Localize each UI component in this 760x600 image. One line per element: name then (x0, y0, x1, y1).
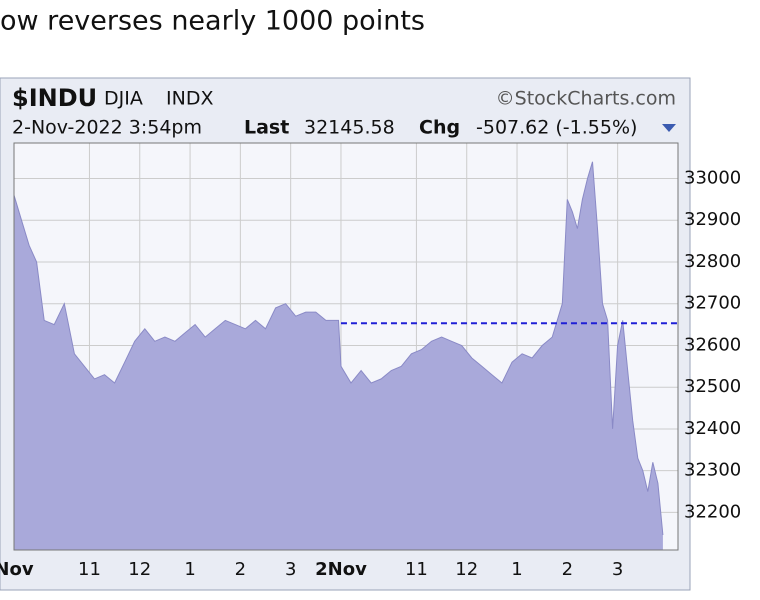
y-tick-label: 32900 (684, 209, 741, 230)
x-tick-label: 2 (235, 559, 246, 580)
x-tick-label: 3 (285, 559, 296, 580)
x-tick-label: 3 (612, 559, 623, 580)
heading: ow reverses nearly 1000 points (0, 6, 425, 37)
y-tick-label: 32800 (684, 251, 741, 272)
source: ©StockCharts.com (496, 88, 676, 110)
x-tick-label: Nov (0, 559, 34, 580)
x-tick-label: 2Nov (315, 559, 367, 580)
x-tick-label: 12 (455, 559, 478, 580)
x-tick-label: 11 (78, 559, 101, 580)
x-tick-label: 12 (128, 559, 151, 580)
dropdown-icon[interactable] (662, 124, 676, 132)
exchange: INDX (166, 88, 213, 110)
line (13, 161, 664, 536)
area (14, 161, 663, 551)
x-tick-label: 11 (405, 559, 428, 580)
y-tick-label: 32400 (684, 418, 741, 439)
last-label: Last (244, 117, 289, 139)
plot-border (13, 142, 679, 551)
plot: 32200 32300 32400 32500 32600 32700 32800 32900… (0, 142, 741, 580)
x-tick-label: 1 (511, 559, 522, 580)
last-value: 32145.58 (304, 117, 395, 139)
symbol: $INDU (12, 84, 97, 112)
date: 2-Nov-2022 3:54pm (12, 117, 202, 139)
y-tick-label: 32700 (684, 293, 741, 314)
y-tick-label: 32500 (684, 376, 741, 397)
x-tick-label: 2 (562, 559, 573, 580)
index-name: DJIA (104, 88, 143, 110)
chg-label: Chg (419, 117, 460, 139)
y-tick-label: 32600 (684, 334, 741, 355)
x-tick-label: 1 (184, 559, 195, 580)
y-tick-label: 32300 (684, 460, 741, 481)
y-tick-label: 32200 (684, 501, 741, 522)
chg-value: -507.62 (-1.55%) (476, 117, 637, 139)
y-tick-label: 33000 (684, 167, 741, 188)
